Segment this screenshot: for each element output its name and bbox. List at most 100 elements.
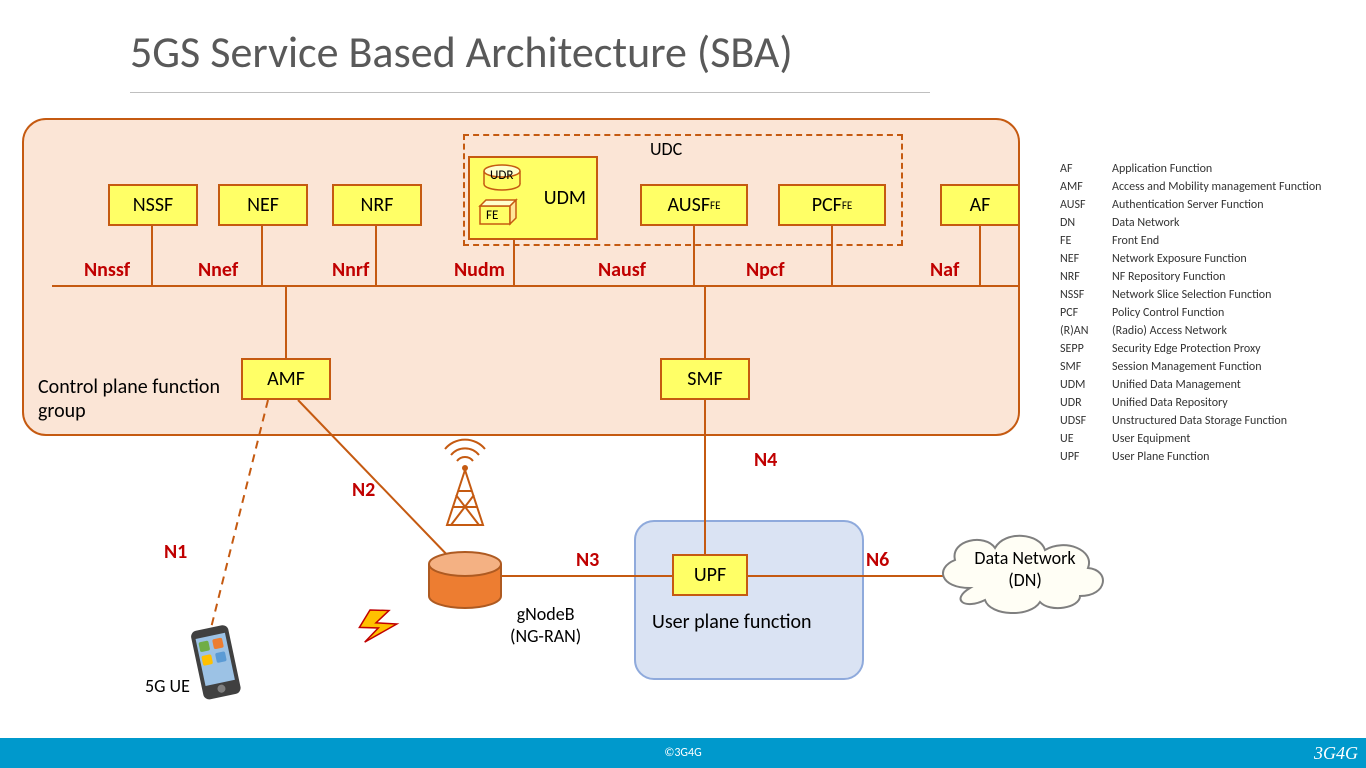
legend-abbr: (R)AN xyxy=(1060,322,1112,340)
legend-def: Network Slice Selection Function xyxy=(1112,286,1360,304)
nf-ausf-sub: FE xyxy=(710,199,720,212)
legend-row: UDSFUnstructured Data Storage Function xyxy=(1060,412,1360,430)
footer-bar: ©3G4G xyxy=(0,738,1366,768)
nf-udm-label: UDM xyxy=(544,186,586,210)
legend-def: NF Repository Function xyxy=(1112,268,1360,286)
cloud-label-line1: Data Network xyxy=(974,547,1075,569)
nf-pcf-sub: FE xyxy=(842,199,852,212)
legend-def: Access and Mobility management Function xyxy=(1112,178,1360,196)
iface-nnssf: Nnssf xyxy=(84,258,130,282)
control-plane-label: Control plane function group xyxy=(38,375,238,423)
gnodeb-label-line1: gNodeB xyxy=(517,603,575,625)
iface-nudm: Nudm xyxy=(454,258,505,282)
legend-def: Unstructured Data Storage Function xyxy=(1112,412,1360,430)
legend-row: AUSFAuthentication Server Function xyxy=(1060,196,1360,214)
phone-icon xyxy=(190,624,242,700)
legend-abbr: SEPP xyxy=(1060,340,1112,358)
nf-ausf-label: AUSF xyxy=(668,193,710,217)
footer-copyright: ©3G4G xyxy=(664,746,701,760)
legend-def: (Radio) Access Network xyxy=(1112,322,1360,340)
legend-abbr: DN xyxy=(1060,214,1112,232)
nf-af-label: AF xyxy=(970,193,991,217)
iface-n3: N3 xyxy=(576,548,599,572)
udm-internals: UDR FE xyxy=(476,162,536,237)
nf-amf: AMF xyxy=(241,358,331,400)
iface-n6: N6 xyxy=(866,548,889,572)
legend-abbr: UDM xyxy=(1060,376,1112,394)
gnodeb-label: gNodeB (NG-RAN) xyxy=(510,604,581,647)
footer-brand: 3G4G xyxy=(1314,743,1358,764)
legend-row: AFApplication Function xyxy=(1060,160,1360,178)
title-rule xyxy=(130,92,930,93)
legend-abbr: FE xyxy=(1060,232,1112,250)
slide-title: 5GS Service Based Architecture (SBA) xyxy=(130,25,793,79)
udr-label: UDR xyxy=(490,168,513,183)
legend-def: Unified Data Repository xyxy=(1112,394,1360,412)
slide: 5GS Service Based Architecture (SBA) Con… xyxy=(0,0,1366,768)
legend-row: SMFSession Management Function xyxy=(1060,358,1360,376)
legend-abbr: UDR xyxy=(1060,394,1112,412)
legend-def: Session Management Function xyxy=(1112,358,1360,376)
legend-row: AMFAccess and Mobility management Functi… xyxy=(1060,178,1360,196)
nf-nrf: NRF xyxy=(332,184,422,226)
user-plane-label: User plane function xyxy=(652,610,812,634)
legend-row: UDMUnified Data Management xyxy=(1060,376,1360,394)
iface-n4: N4 xyxy=(754,448,777,472)
nf-smf-label: SMF xyxy=(687,367,722,391)
iface-n1: N1 xyxy=(164,540,187,564)
nf-nef-label: NEF xyxy=(247,193,279,217)
legend-row: (R)AN(Radio) Access Network xyxy=(1060,322,1360,340)
nf-ausf: AUSFFE xyxy=(640,184,748,226)
nf-af: AF xyxy=(940,184,1020,226)
ue-label: 5G UE xyxy=(145,675,190,697)
iface-naf: Naf xyxy=(930,258,959,282)
legend-abbr: UE xyxy=(1060,430,1112,448)
iface-nnef: Nnef xyxy=(198,258,238,282)
legend-abbr: UPF xyxy=(1060,448,1112,466)
legend-abbr: NSSF xyxy=(1060,286,1112,304)
cloud-label-line2: (DN) xyxy=(1008,569,1042,591)
legend-abbr: UDSF xyxy=(1060,412,1112,430)
iface-nausf: Nausf xyxy=(598,258,646,282)
legend-row: NSSFNetwork Slice Selection Function xyxy=(1060,286,1360,304)
legend-row: DNData Network xyxy=(1060,214,1360,232)
nf-nrf-label: NRF xyxy=(361,193,394,217)
nf-smf: SMF xyxy=(660,358,750,400)
legend-def: Authentication Server Function xyxy=(1112,196,1360,214)
nf-nssf: NSSF xyxy=(108,184,198,226)
legend-abbr: AF xyxy=(1060,160,1112,178)
legend-abbr: PCF xyxy=(1060,304,1112,322)
legend-abbr: NRF xyxy=(1060,268,1112,286)
nf-pcf: PCFFE xyxy=(778,184,886,226)
lightning-icon xyxy=(355,603,400,650)
user-plane-group xyxy=(634,520,864,680)
legend-row: UDRUnified Data Repository xyxy=(1060,394,1360,412)
nf-upf-label: UPF xyxy=(694,563,726,587)
legend-def: Application Function xyxy=(1112,160,1360,178)
nf-amf-label: AMF xyxy=(267,367,305,391)
legend-abbr: SMF xyxy=(1060,358,1112,376)
legend-row: NEFNetwork Exposure Function xyxy=(1060,250,1360,268)
legend-def: Policy Control Function xyxy=(1112,304,1360,322)
gnodeb-label-line2: (NG-RAN) xyxy=(510,625,581,647)
legend-def: Unified Data Management xyxy=(1112,376,1360,394)
legend-abbr: NEF xyxy=(1060,250,1112,268)
fe-label: FE xyxy=(486,208,498,223)
nf-nssf-label: NSSF xyxy=(133,193,173,217)
udc-label: UDC xyxy=(650,138,682,160)
legend-row: FEFront End xyxy=(1060,232,1360,250)
iface-nnrf: Nnrf xyxy=(332,258,369,282)
legend-abbr: AUSF xyxy=(1060,196,1112,214)
legend: AFApplication FunctionAMFAccess and Mobi… xyxy=(1060,160,1360,466)
legend-def: Security Edge Protection Proxy xyxy=(1112,340,1360,358)
legend-abbr: AMF xyxy=(1060,178,1112,196)
iface-npcf: Npcf xyxy=(746,258,785,282)
nf-upf: UPF xyxy=(672,554,748,596)
legend-row: UPFUser Plane Function xyxy=(1060,448,1360,466)
legend-def: Front End xyxy=(1112,232,1360,250)
legend-row: SEPPSecurity Edge Protection Proxy xyxy=(1060,340,1360,358)
legend-def: User Equipment xyxy=(1112,430,1360,448)
legend-def: User Plane Function xyxy=(1112,448,1360,466)
iface-n2: N2 xyxy=(352,478,375,502)
gnodeb-icon xyxy=(429,440,501,608)
